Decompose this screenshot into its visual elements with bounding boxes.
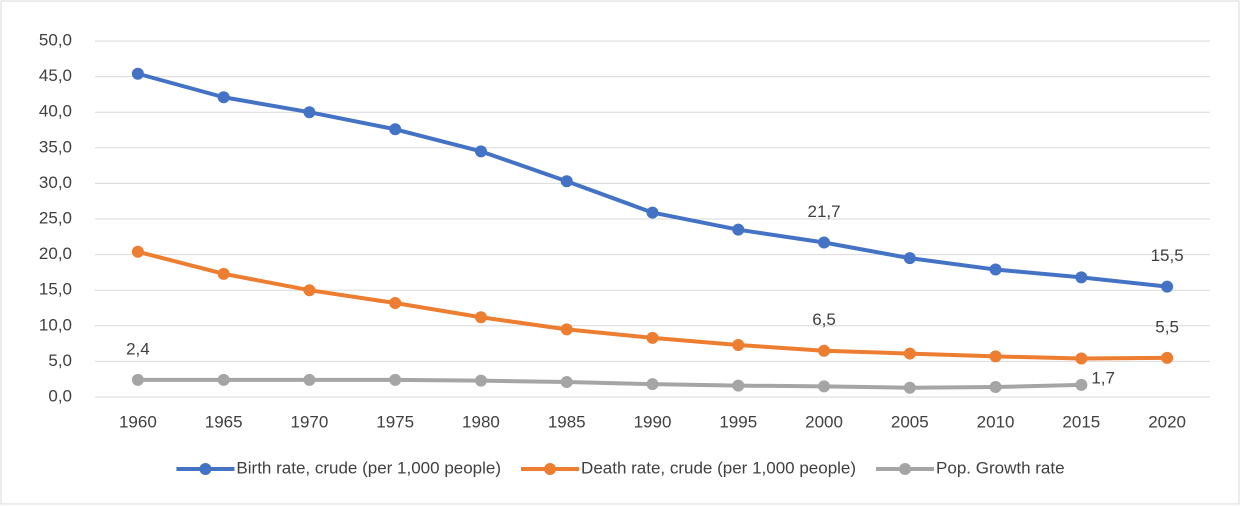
y-tick-label: 35,0 bbox=[39, 137, 72, 156]
y-tick-label: 40,0 bbox=[39, 102, 72, 121]
y-tick-label: 5,0 bbox=[48, 351, 72, 370]
data-point bbox=[646, 331, 659, 344]
data-point bbox=[303, 373, 316, 386]
y-tick-label: 50,0 bbox=[39, 30, 72, 49]
data-point bbox=[989, 263, 1002, 276]
y-tick-label: 10,0 bbox=[39, 315, 72, 334]
data-point bbox=[732, 223, 745, 236]
legend-marker bbox=[899, 463, 912, 475]
data-point bbox=[903, 381, 916, 394]
y-tick-label: 15,0 bbox=[39, 280, 72, 299]
x-tick-label: 2015 bbox=[1062, 412, 1100, 431]
y-tick-label: 30,0 bbox=[39, 173, 72, 192]
data-point bbox=[1075, 378, 1088, 391]
x-tick-label: 1980 bbox=[462, 412, 500, 431]
data-point bbox=[818, 380, 831, 393]
data-point bbox=[217, 267, 230, 280]
data-point bbox=[732, 339, 745, 352]
data-point bbox=[560, 323, 573, 336]
data-point bbox=[389, 373, 402, 386]
data-point bbox=[474, 145, 487, 158]
x-tick-label: 2005 bbox=[891, 412, 929, 431]
legend-label: Pop. Growth rate bbox=[936, 458, 1065, 477]
x-tick-label: 1985 bbox=[548, 412, 586, 431]
legend-label: Birth rate, crude (per 1,000 people) bbox=[236, 458, 501, 477]
data-point bbox=[560, 175, 573, 188]
data-point bbox=[474, 311, 487, 324]
series-line bbox=[137, 377, 1082, 390]
data-point bbox=[560, 376, 573, 389]
legend-label: Death rate, crude (per 1,000 people) bbox=[581, 458, 856, 477]
data-point bbox=[732, 379, 745, 392]
data-point bbox=[989, 350, 1002, 363]
y-tick-label: 45,0 bbox=[39, 66, 72, 85]
data-point bbox=[818, 344, 831, 357]
data-point bbox=[1075, 352, 1088, 365]
x-tick-label: 1975 bbox=[376, 412, 414, 431]
data-point bbox=[1161, 351, 1174, 364]
data-point bbox=[1075, 271, 1088, 284]
y-tick-label: 20,0 bbox=[39, 244, 72, 263]
data-point bbox=[474, 374, 487, 387]
x-tick-label: 1960 bbox=[119, 412, 157, 431]
data-label: 2,4 bbox=[126, 339, 150, 358]
x-tick-label: 2020 bbox=[1148, 412, 1186, 431]
x-tick-label: 1995 bbox=[719, 412, 757, 431]
data-point bbox=[818, 236, 831, 249]
data-point bbox=[131, 373, 144, 386]
data-point bbox=[646, 206, 659, 219]
data-point bbox=[1161, 280, 1174, 293]
data-point bbox=[131, 67, 144, 80]
x-tick-label: 2010 bbox=[977, 412, 1015, 431]
data-point bbox=[303, 106, 316, 119]
data-label: 5,5 bbox=[1155, 317, 1179, 336]
x-tick-label: 2000 bbox=[805, 412, 843, 431]
data-label: 1,7 bbox=[1091, 368, 1115, 387]
data-label: 21,7 bbox=[807, 202, 840, 221]
y-tick-label: 25,0 bbox=[39, 208, 72, 227]
x-tick-label: 1990 bbox=[634, 412, 672, 431]
data-point bbox=[217, 373, 230, 386]
data-point bbox=[131, 245, 144, 258]
data-label: 6,5 bbox=[812, 310, 836, 329]
data-point bbox=[389, 123, 402, 136]
x-tick-label: 1965 bbox=[205, 412, 243, 431]
legend: Birth rate, crude (per 1,000 people) Deat… bbox=[176, 458, 1065, 477]
data-label: 15,5 bbox=[1151, 246, 1184, 265]
legend-marker bbox=[199, 463, 212, 475]
data-point bbox=[646, 378, 659, 391]
data-point bbox=[389, 297, 402, 310]
x-tick-label: 1970 bbox=[291, 412, 329, 431]
data-point bbox=[903, 252, 916, 265]
data-point bbox=[903, 347, 916, 360]
data-point bbox=[303, 284, 316, 297]
y-tick-label: 0,0 bbox=[48, 386, 72, 405]
data-point bbox=[989, 381, 1002, 394]
data-point bbox=[217, 91, 230, 104]
legend-marker bbox=[544, 463, 557, 475]
